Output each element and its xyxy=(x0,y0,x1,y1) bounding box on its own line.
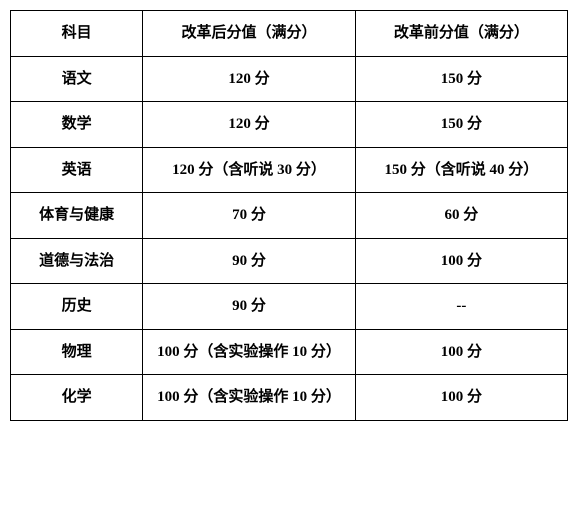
cell-subject: 体育与健康 xyxy=(11,193,143,239)
cell-before: 150 分（含听说 40 分） xyxy=(355,147,567,193)
header-after: 改革后分值（满分） xyxy=(143,11,355,57)
cell-before: 100 分 xyxy=(355,375,567,421)
cell-subject: 化学 xyxy=(11,375,143,421)
table-row: 语文 120 分 150 分 xyxy=(11,56,568,102)
cell-subject: 数学 xyxy=(11,102,143,148)
cell-subject: 历史 xyxy=(11,284,143,330)
table-header-row: 科目 改革后分值（满分） 改革前分值（满分） xyxy=(11,11,568,57)
cell-after: 120 分 xyxy=(143,102,355,148)
cell-subject: 语文 xyxy=(11,56,143,102)
cell-after: 120 分（含听说 30 分） xyxy=(143,147,355,193)
cell-before: 100 分 xyxy=(355,329,567,375)
cell-after: 90 分 xyxy=(143,284,355,330)
cell-after: 90 分 xyxy=(143,238,355,284)
table-row: 数学 120 分 150 分 xyxy=(11,102,568,148)
table-row: 化学 100 分（含实验操作 10 分） 100 分 xyxy=(11,375,568,421)
cell-after: 100 分（含实验操作 10 分） xyxy=(143,329,355,375)
cell-before: -- xyxy=(355,284,567,330)
cell-before: 100 分 xyxy=(355,238,567,284)
cell-before: 150 分 xyxy=(355,102,567,148)
header-subject: 科目 xyxy=(11,11,143,57)
score-table: 科目 改革后分值（满分） 改革前分值（满分） 语文 120 分 150 分 数学… xyxy=(10,10,568,421)
cell-before: 150 分 xyxy=(355,56,567,102)
table-row: 道德与法治 90 分 100 分 xyxy=(11,238,568,284)
header-before: 改革前分值（满分） xyxy=(355,11,567,57)
cell-subject: 英语 xyxy=(11,147,143,193)
table-row: 体育与健康 70 分 60 分 xyxy=(11,193,568,239)
table-row: 物理 100 分（含实验操作 10 分） 100 分 xyxy=(11,329,568,375)
cell-subject: 物理 xyxy=(11,329,143,375)
table-row: 历史 90 分 -- xyxy=(11,284,568,330)
table-row: 英语 120 分（含听说 30 分） 150 分（含听说 40 分） xyxy=(11,147,568,193)
cell-subject: 道德与法治 xyxy=(11,238,143,284)
cell-before: 60 分 xyxy=(355,193,567,239)
cell-after: 70 分 xyxy=(143,193,355,239)
cell-after: 120 分 xyxy=(143,56,355,102)
cell-after: 100 分（含实验操作 10 分） xyxy=(143,375,355,421)
